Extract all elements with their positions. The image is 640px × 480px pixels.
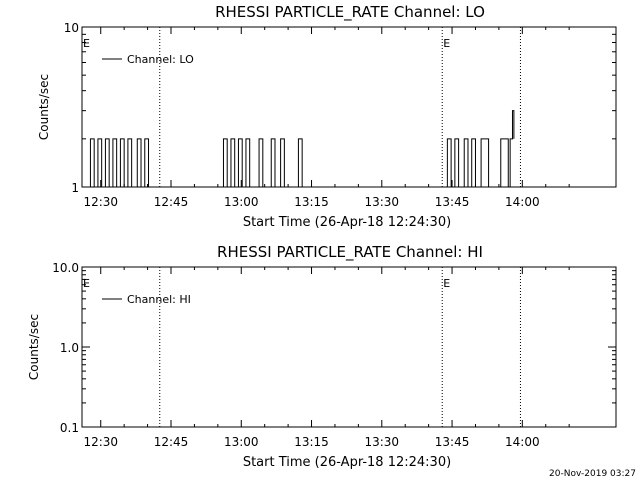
series-line [82,110,515,188]
plot-frame [81,266,617,428]
x-tick-label: 13:00 [224,195,259,209]
x-axis-label: Start Time (26-Apr-18 12:24:30) [243,215,451,230]
x-tick-label: 14:00 [505,195,540,209]
y-axis-label: Counts/sec [27,314,41,380]
y-tick-label: 10 [64,21,79,35]
x-tick-label: 12:30 [83,195,118,209]
y-axis-label: Counts/sec [37,74,51,140]
y-tick-label: 1.0 [60,341,79,355]
x-tick-label: 13:45 [435,435,470,449]
chart-lo: RHESSI PARTICLE_RATE Channel: LO 12:30 12… [37,3,617,230]
event-marker: E [83,37,90,50]
x-tick-label: 12:45 [154,435,189,449]
event-marker: E [83,277,90,290]
x-tick-label: 13:30 [364,195,399,209]
event-marker: E [443,277,450,290]
chart-title: RHESSI PARTICLE_RATE Channel: HI [217,243,483,262]
x-axis-label: Start Time (26-Apr-18 12:24:30) [243,455,451,470]
y-tick-label: 1 [71,181,79,195]
x-tick-label: 13:00 [224,435,259,449]
footer-timestamp: 20-Nov-2019 03:27 [549,469,636,479]
plot-frame [81,26,617,188]
x-tick-label: 13:30 [364,435,399,449]
x-tick-label: 12:30 [83,435,118,449]
x-tick-label: 13:15 [294,435,329,449]
chart-title: RHESSI PARTICLE_RATE Channel: LO [215,3,485,22]
legend-label: Channel: LO [127,53,194,66]
x-tick-label: 14:00 [505,435,540,449]
x-tick-label: 13:45 [435,195,470,209]
y-tick-label: 10.0 [52,261,79,275]
legend-label: Channel: HI [127,293,191,306]
x-tick-label: 12:45 [154,195,189,209]
chart-hi: RHESSI PARTICLE_RATE Channel: HI 12:30 12… [27,243,617,470]
y-tick-label: 0.1 [60,421,79,435]
event-marker: E [443,37,450,50]
x-tick-label: 13:15 [294,195,329,209]
